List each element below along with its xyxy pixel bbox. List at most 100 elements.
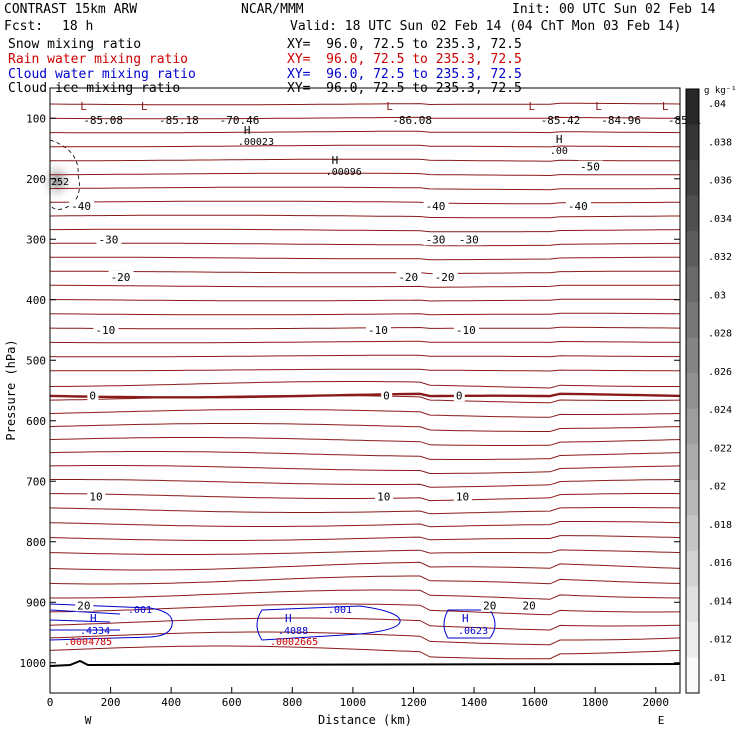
high-marker: H	[332, 154, 339, 167]
cloud-water-contour-label: .001	[128, 605, 152, 616]
colorbar-tick-label: .03	[708, 290, 726, 301]
field-cloud-water-xy: XY= 96.0, 72.5 to 235.3, 72.5	[287, 67, 522, 82]
low-marker: L	[662, 100, 669, 113]
colorbar-tick-label: .036	[708, 176, 732, 187]
temperature-contour-line	[49, 116, 681, 120]
temperature-contour-label: -10	[456, 324, 476, 337]
contour-label-background	[423, 199, 449, 212]
high-value-label: .00	[550, 146, 568, 157]
temperature-contour-label: -40	[426, 200, 446, 213]
temperature-contour-line	[50, 172, 681, 177]
temperature-contour-line	[49, 102, 681, 106]
temperature-contour-line	[50, 368, 680, 372]
contour-label-background	[96, 233, 122, 246]
temperature-contour-label: 0	[383, 389, 390, 402]
temperature-contour-label: -10	[95, 324, 115, 337]
colorbar-units: g kg⁻¹	[704, 86, 737, 96]
plot-title: CONTRAST 15km ARW	[4, 2, 138, 17]
temperature-contour-line	[50, 130, 681, 134]
colorbar-swatch	[686, 124, 699, 161]
x-tick-label: 400	[161, 696, 181, 709]
west-label: W	[85, 714, 92, 727]
y-tick-label: 100	[26, 112, 46, 125]
y-tick-label: 500	[26, 354, 46, 367]
temperature-contour-line	[49, 521, 681, 528]
colorbar-tick-label: .026	[708, 367, 732, 378]
temperature-contour-line	[49, 340, 681, 344]
colorbar-swatch	[686, 621, 699, 658]
high-value-label: .00096	[326, 167, 362, 178]
temperature-contour-label: 10	[377, 490, 390, 503]
colorbar-swatch	[686, 550, 699, 587]
low-marker: L	[386, 100, 393, 113]
x-tick-label: 1200	[400, 696, 427, 709]
temperature-contour-line	[49, 214, 680, 219]
contour-labels: 252 -50 -40 -40 -40 -30 -30 -30 -20 -20 -20 -10 -10 -…	[51, 100, 701, 648]
contour-label-background	[375, 490, 394, 503]
y-tick-label: 800	[26, 536, 46, 549]
contour-label-background	[87, 389, 99, 402]
contour-label-background	[520, 599, 539, 612]
colorbar-tick-label: .024	[708, 405, 732, 416]
contour-label-background	[423, 233, 449, 246]
contour-label-background	[453, 324, 479, 336]
y-tick-label: 600	[26, 415, 46, 428]
contour-label-background	[456, 233, 482, 246]
x-tick-label: 1000	[340, 696, 367, 709]
colorbar-tick-label: .018	[708, 520, 732, 531]
colorbar-tick-label: .04	[708, 99, 726, 110]
low-value-label: -84.96	[601, 114, 641, 127]
plot-frame	[49, 87, 681, 694]
temperature-contour-line	[49, 437, 681, 446]
contour-label-background	[381, 389, 393, 402]
ground-surface-line	[49, 659, 681, 667]
y-tick-label: 1000	[20, 657, 47, 670]
temperature-contour-line	[49, 354, 680, 358]
init-time-label: Init: 00 UTC Sun 02 Feb 14	[512, 2, 716, 17]
cloud-water-high-marker: H	[285, 612, 292, 625]
temperature-contour-line	[49, 326, 681, 330]
temperature-contour-line	[50, 158, 680, 162]
cloud-water-contour	[49, 603, 173, 641]
y-tick-label: 700	[26, 475, 46, 488]
forecast-hours: 18 h	[62, 19, 94, 34]
temperature-contour-line	[49, 549, 681, 555]
temperature-contour-label: -30	[98, 233, 118, 246]
contour-label-background	[108, 270, 134, 283]
valid-time-label: Valid: 18 UTC Sun 02 Feb 14 (04 ChT Mon …	[290, 19, 682, 34]
contour-label-background	[453, 389, 465, 402]
temperature-contour-label: -30	[426, 233, 446, 246]
colorbar-tick-label: .016	[708, 558, 732, 569]
high-marker: H	[244, 124, 251, 137]
contour-label-background	[453, 490, 472, 503]
x-tick-label: 0	[47, 696, 54, 709]
colorbar-swatch	[686, 586, 699, 623]
zero-degree-contour	[49, 392, 681, 399]
contour-label-background	[93, 324, 119, 336]
east-label: E	[658, 714, 665, 727]
forecast-label: Fcst:	[4, 19, 44, 34]
field-cloud-water-name: Cloud water mixing ratio	[8, 67, 196, 82]
colorbar: .01 .012 .014 .016 .018 .02 .022 .024 .026 .028 .0…	[685, 86, 737, 694]
temperature-contour-label: -30	[459, 233, 479, 246]
temperature-contour-line	[49, 144, 680, 148]
x-tick-label: 800	[282, 696, 302, 709]
contour-label-background	[481, 599, 500, 612]
y-tick-label: 400	[26, 294, 46, 307]
y-tick-label: 300	[26, 233, 46, 246]
temperature-contour-label: -50	[580, 161, 600, 174]
low-marker: L	[141, 100, 148, 113]
temperature-contour-line	[49, 409, 681, 418]
organization-label: NCAR/MMM	[241, 2, 304, 17]
rain-water-max-label: .0004785	[64, 637, 112, 648]
temperature-contour-line	[49, 465, 681, 474]
temperature-contour-label: 20	[523, 599, 536, 612]
rain-water-max-label: .0002665	[270, 637, 318, 648]
temperature-contour-label: -20	[435, 271, 455, 284]
temperature-contour-label: 20	[483, 599, 496, 612]
colorbar-tick-label: .038	[708, 137, 732, 148]
contour-label-background	[75, 599, 94, 612]
temperature-contour-line	[49, 617, 681, 631]
